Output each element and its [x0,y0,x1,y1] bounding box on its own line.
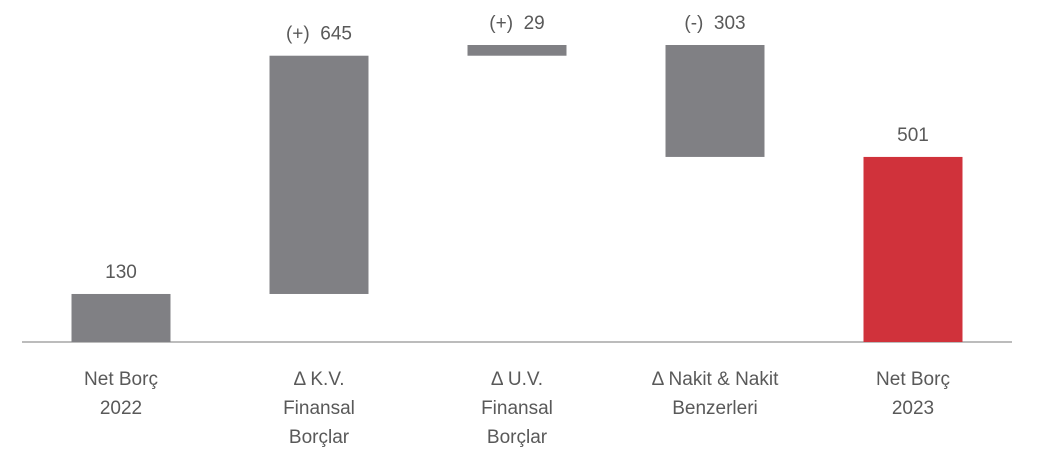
value-label: (+) 645 [286,24,352,45]
bar [665,45,765,157]
x-tick-label: Δ Nakit & Nakit [652,369,779,390]
x-tick-label: Benzerleri [672,398,758,419]
x-tick-label: Borçlar [289,427,350,448]
x-tick-label: Net Borç [84,369,158,390]
value-label: 501 [897,125,929,146]
bar [863,156,963,342]
x-tick-label: Finansal [481,398,553,419]
x-tick-label: 2023 [892,398,934,419]
x-tick-label: Net Borç [876,369,950,390]
bar [269,55,369,294]
x-tick-label: Borçlar [487,427,548,448]
x-tick-label: Δ U.V. [491,369,543,390]
value-label: (+) 29 [489,13,544,34]
value-label: 130 [105,262,137,283]
bar [467,45,567,56]
x-tick-label: 2022 [100,398,142,419]
bar [71,293,171,342]
x-tick-label: Δ K.V. [293,369,344,390]
x-tick-label: Finansal [283,398,355,419]
value-label: (-) 303 [684,13,745,34]
